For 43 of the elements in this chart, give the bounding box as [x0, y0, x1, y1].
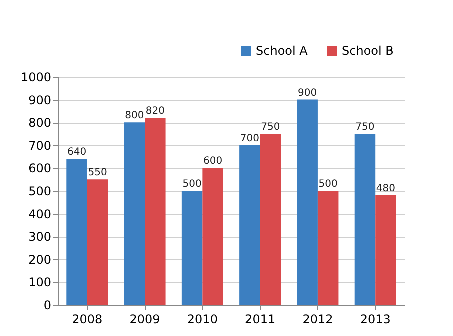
data-label: 750	[261, 122, 280, 133]
bar	[318, 191, 339, 305]
bar	[240, 145, 260, 305]
bar	[260, 134, 282, 305]
data-label: 820	[146, 106, 165, 118]
y-tick-label: 600	[28, 162, 52, 176]
data-label: 900	[298, 88, 318, 99]
bar	[87, 180, 108, 305]
data-label: 500	[318, 179, 338, 190]
legend-label: School B	[342, 44, 394, 58]
y-tick-label: 0	[44, 298, 52, 312]
data-label: 800	[125, 110, 144, 122]
bar	[202, 168, 224, 305]
y-tick-label: 200	[28, 252, 52, 267]
bar	[376, 196, 396, 305]
data-label: 600	[204, 156, 223, 168]
data-label: 750	[356, 122, 375, 133]
y-tick-label: 900	[28, 93, 52, 108]
bar	[124, 122, 146, 305]
bar	[66, 159, 88, 305]
data-label: 640	[67, 147, 87, 158]
y-tick-label: 400	[28, 207, 52, 222]
bar	[145, 118, 166, 305]
legend-label: School A	[256, 44, 309, 58]
data-label: 550	[88, 168, 108, 179]
data-label: 700	[240, 133, 260, 144]
y-tick-label: 800	[28, 116, 52, 130]
data-label: 480	[376, 184, 396, 195]
bar	[182, 191, 203, 305]
y-tick-label: 500	[28, 184, 52, 198]
y-tick-label: 700	[28, 138, 52, 153]
x-tick-label: 2009	[130, 312, 160, 326]
x-tick-label: 2011	[245, 312, 276, 326]
x-tick-label: 2008	[72, 312, 103, 326]
y-tick-label: 100	[28, 276, 52, 290]
data-label: 500	[182, 179, 202, 190]
y-tick-label: 300	[28, 230, 52, 244]
bar	[354, 134, 376, 305]
x-tick-label: 2010	[187, 312, 218, 326]
x-tick-label: 2012	[302, 312, 334, 326]
bar	[297, 100, 318, 305]
y-tick-label: 1000	[20, 70, 52, 84]
x-tick-label: 2013	[360, 312, 391, 326]
